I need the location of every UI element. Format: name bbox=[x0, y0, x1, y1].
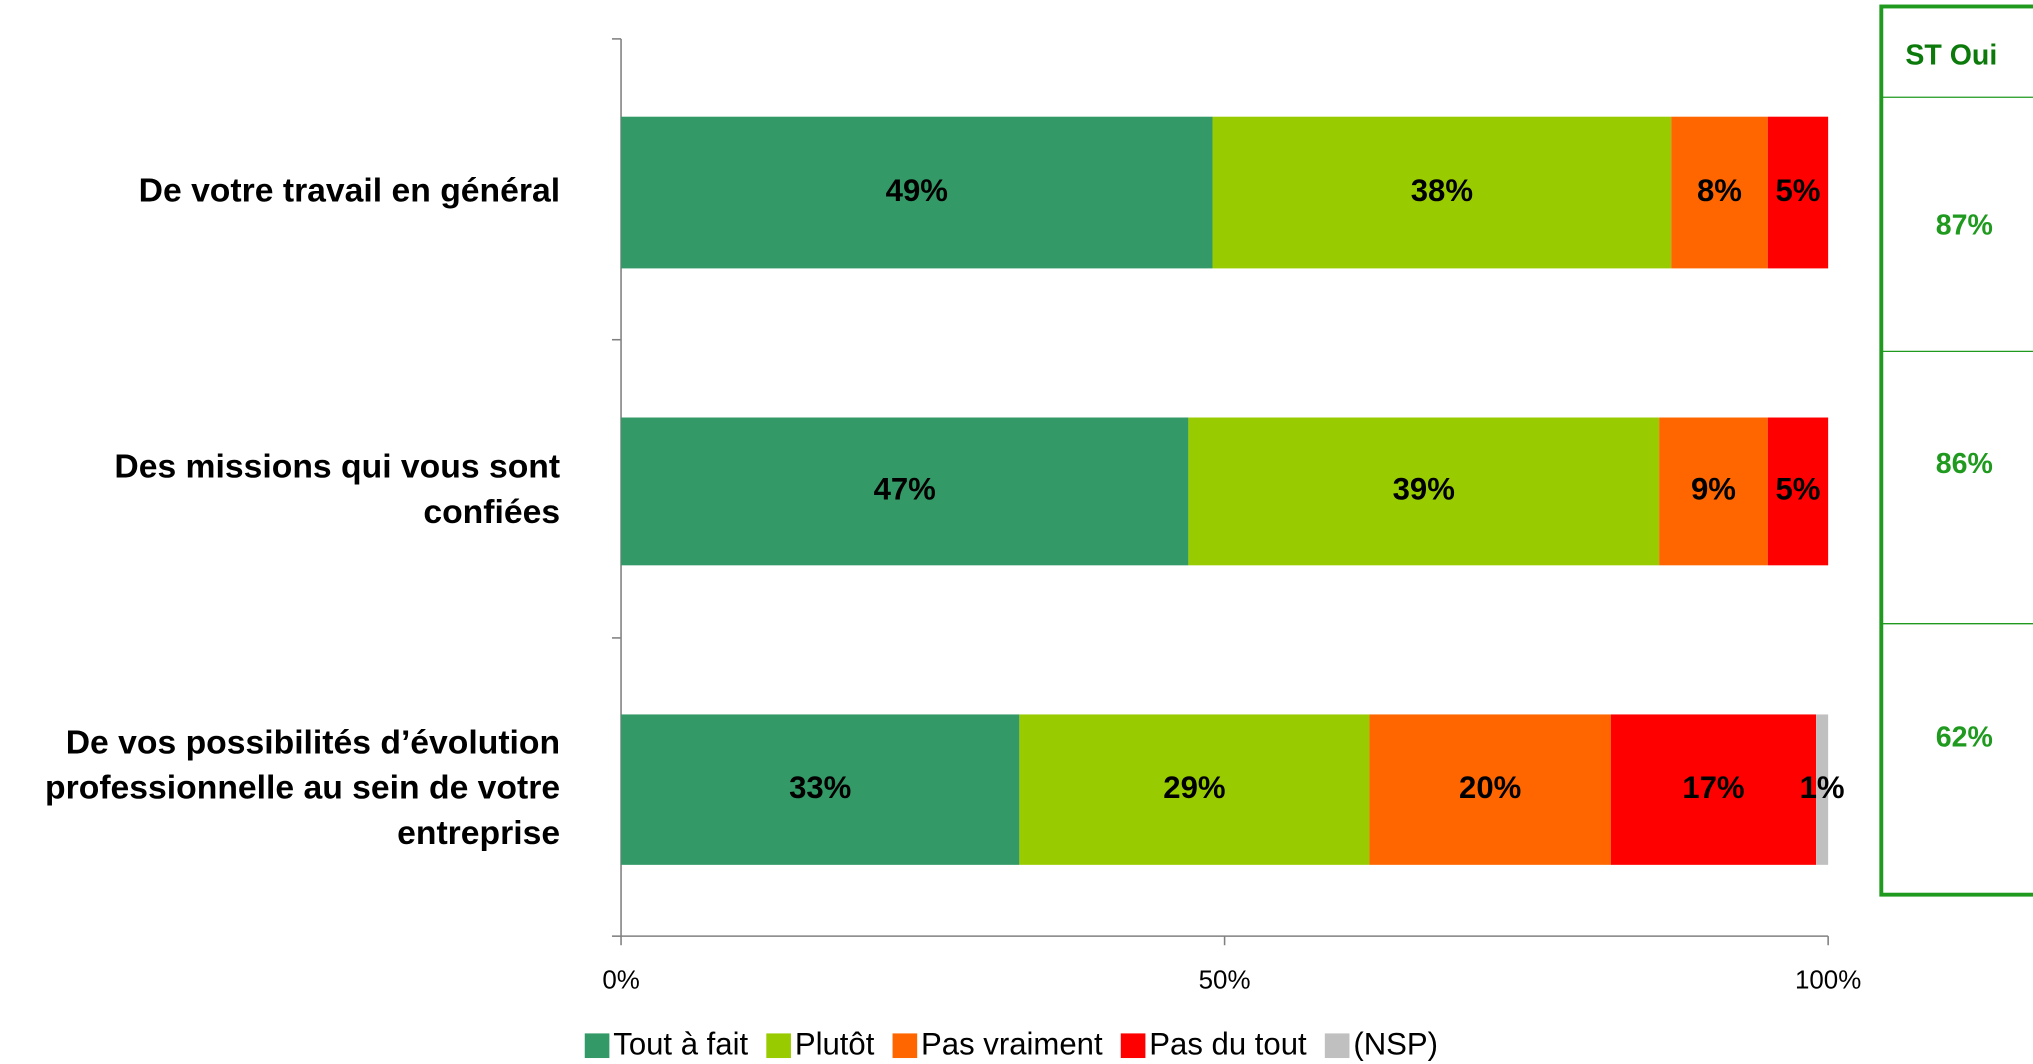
value-label: 1% bbox=[1800, 770, 1845, 805]
label-line: professionnelle au sein de votre bbox=[45, 769, 560, 807]
value-label: 8% bbox=[1697, 173, 1742, 208]
side-table-box bbox=[1879, 4, 2033, 897]
category-label: Des missions qui vous sont confiées bbox=[114, 448, 560, 531]
value-label: 49% bbox=[886, 173, 948, 208]
bar-segment bbox=[621, 116, 1213, 269]
legend-swatch bbox=[892, 1033, 918, 1059]
value-label: 5% bbox=[1775, 472, 1820, 507]
legend-label: Pas vraiment bbox=[921, 1027, 1103, 1062]
bar-segment bbox=[1767, 116, 1829, 269]
legend-swatch bbox=[584, 1033, 610, 1059]
bar-segment bbox=[1188, 417, 1660, 566]
side-table-value: 86% bbox=[1936, 448, 1993, 480]
legend-label: Tout à fait bbox=[613, 1027, 748, 1062]
bar-segment bbox=[1767, 417, 1829, 566]
label-line: Des missions qui vous sont bbox=[114, 448, 560, 486]
bar-segment bbox=[1610, 714, 1817, 865]
bar-segment bbox=[1816, 714, 1829, 865]
category-label: De votre travail en général bbox=[139, 171, 560, 209]
bar-segment bbox=[621, 417, 1189, 566]
value-label: 20% bbox=[1459, 770, 1521, 805]
legend-swatch bbox=[1120, 1033, 1146, 1059]
value-label: 47% bbox=[874, 472, 936, 507]
category-label: De vos possibilités d’évolution professio… bbox=[45, 723, 560, 852]
bar-segment bbox=[1369, 714, 1611, 865]
value-label: 29% bbox=[1163, 770, 1225, 805]
x-tick-label: 50% bbox=[1199, 966, 1251, 994]
value-label: 9% bbox=[1691, 472, 1736, 507]
side-table-title: ST Oui bbox=[1905, 40, 1997, 72]
label-line: De vos possibilités d’évolution bbox=[66, 723, 560, 761]
legend-label: Pas du tout bbox=[1149, 1027, 1307, 1062]
label-line: entreprise bbox=[397, 814, 560, 852]
value-label: 17% bbox=[1682, 770, 1744, 805]
bar-segment bbox=[1212, 116, 1672, 269]
side-table-value: 87% bbox=[1936, 209, 1993, 241]
x-tick-label: 0% bbox=[602, 966, 639, 994]
bar-segment bbox=[1659, 417, 1768, 566]
legend-swatch bbox=[1324, 1033, 1350, 1059]
side-table-value: 62% bbox=[1936, 722, 1993, 754]
value-label: 5% bbox=[1775, 173, 1820, 208]
legend-swatch bbox=[766, 1033, 791, 1059]
bar-segment bbox=[1671, 116, 1768, 269]
value-label: 39% bbox=[1393, 472, 1455, 507]
bar-segment bbox=[621, 714, 1020, 865]
label-line: De votre travail en général bbox=[139, 171, 560, 209]
x-tick-label: 100% bbox=[1795, 966, 1861, 994]
legend-label: (NSP) bbox=[1353, 1027, 1438, 1062]
bar-segment bbox=[1019, 714, 1370, 865]
legend-label: Plutôt bbox=[795, 1027, 875, 1062]
value-label: 33% bbox=[789, 770, 851, 805]
value-label: 38% bbox=[1411, 173, 1473, 208]
label-line: confiées bbox=[423, 493, 560, 531]
